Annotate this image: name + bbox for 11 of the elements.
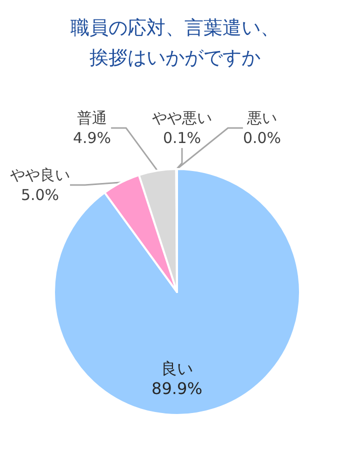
- slice-label: 普通: [77, 109, 107, 127]
- chart-title: 職員の応対、言葉遣い、挨拶はいかがですか: [70, 17, 280, 69]
- slice-label: やや悪い: [152, 109, 212, 127]
- data-label: 0.1%: [162, 129, 202, 147]
- category-label: 悪い: [247, 109, 277, 127]
- slice-label: 良い: [160, 358, 193, 378]
- slice-label: やや良い: [10, 166, 70, 184]
- text: 0.0%: [242, 129, 282, 147]
- data-label: 4.9%: [72, 129, 112, 147]
- data-label: 89.9%: [152, 378, 202, 398]
- data-label: 5.0%: [20, 186, 60, 204]
